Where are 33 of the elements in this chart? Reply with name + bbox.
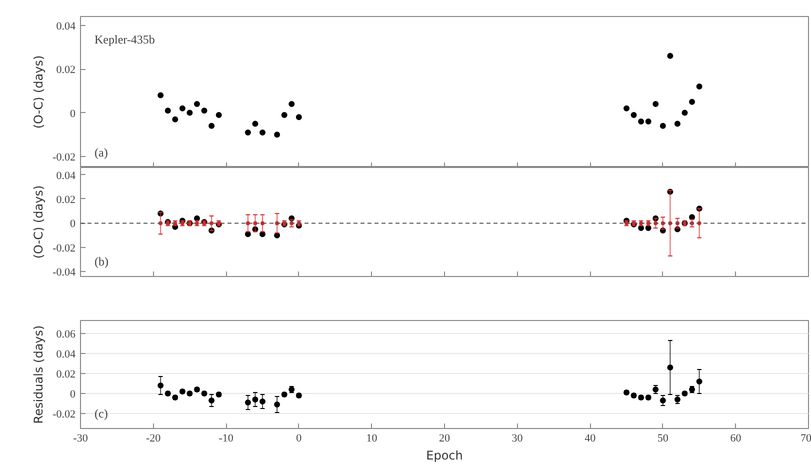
y-tick-label: 0 bbox=[70, 108, 76, 120]
annotation: Kepler-435b bbox=[94, 32, 155, 46]
y-tick-label: 0.04 bbox=[56, 348, 76, 360]
x-tick-label: 70 bbox=[800, 432, 811, 444]
y-tick-label: 0.04 bbox=[56, 20, 76, 32]
x-axis-title: Epoch bbox=[426, 448, 463, 462]
y-axis-title: Residuals (days) bbox=[32, 325, 46, 424]
x-tick-label: -20 bbox=[146, 432, 162, 444]
y-tick-label: 0.06 bbox=[56, 328, 76, 340]
y-tick-label: 0.02 bbox=[56, 368, 76, 380]
y-tick-label: -0.04 bbox=[52, 266, 76, 279]
x-tick-label: 60 bbox=[730, 432, 742, 444]
x-tick-label: 20 bbox=[439, 432, 450, 444]
annotation: (c) bbox=[94, 406, 108, 420]
x-tick-label: 30 bbox=[512, 432, 524, 444]
y-tick-label: 0 bbox=[70, 218, 76, 230]
y-axis-title: (O-C) (days) bbox=[32, 185, 46, 259]
x-tick-label: -30 bbox=[73, 432, 88, 444]
y-tick-label: -0.02 bbox=[52, 242, 76, 254]
x-tick-label: 10 bbox=[366, 432, 378, 444]
x-tick-label: 50 bbox=[657, 432, 669, 444]
x-tick-label: -10 bbox=[218, 432, 234, 444]
y-tick-label: 0.02 bbox=[56, 64, 76, 76]
annotation: (b) bbox=[94, 254, 108, 268]
y-tick-label: -0.02 bbox=[52, 152, 76, 164]
y-tick-label: 0.04 bbox=[56, 170, 76, 182]
x-tick-label: 0 bbox=[296, 432, 302, 444]
y-tick-label: -0.02 bbox=[52, 408, 76, 420]
x-tick-label: 40 bbox=[584, 432, 596, 444]
y-tick-label: 0.02 bbox=[56, 194, 76, 206]
annotation: (a) bbox=[94, 146, 108, 160]
y-tick-label: 0 bbox=[70, 388, 76, 400]
y-axis-title: (O-C) (days) bbox=[32, 55, 46, 129]
